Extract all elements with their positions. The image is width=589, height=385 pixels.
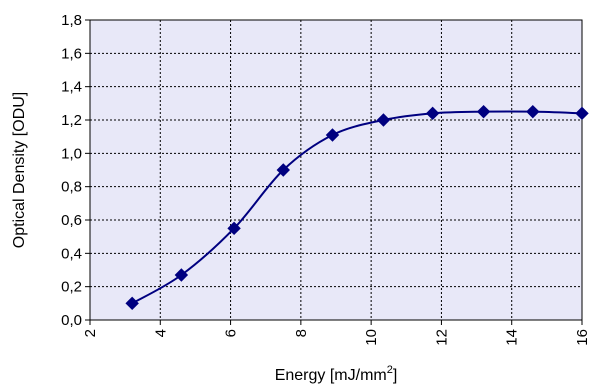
x-tick-label: 16 (574, 329, 589, 346)
y-tick-label: 0,4 (61, 245, 82, 262)
y-tick-label: 1,6 (61, 45, 82, 62)
x-tick-label: 14 (504, 329, 521, 346)
x-axis-title-main: Energy [mJ/mm (275, 367, 387, 384)
x-tick-label: 4 (152, 329, 169, 337)
x-tick-label: 2 (82, 329, 99, 337)
y-tick-label: 0,2 (61, 279, 82, 296)
x-tick-label: 10 (363, 329, 380, 346)
x-axis-title-end: ] (393, 367, 397, 384)
y-tick-label: 1,0 (61, 145, 82, 162)
y-tick-labels: 0,0 0,2 0,4 0,6 0,8 1,0 1,2 1,4 1,6 1,8 (61, 12, 82, 329)
x-tick-label: 12 (433, 329, 450, 346)
plot-area (90, 20, 582, 320)
y-tick-label: 1,4 (61, 79, 82, 96)
x-axis-title: Energy [mJ/mm2] (275, 364, 398, 384)
y-tick-label: 0,0 (61, 312, 82, 329)
y-tick-label: 0,8 (61, 179, 82, 196)
y-axis-title: Optical Density [ODU] (11, 92, 28, 248)
x-tick-label: 6 (223, 329, 240, 337)
y-tick-label: 1,2 (61, 112, 82, 129)
x-tick-labels: 2 4 6 8 10 12 14 16 (82, 329, 589, 346)
y-tick-label: 1,8 (61, 12, 82, 29)
y-tick-label: 0,6 (61, 212, 82, 229)
x-tick-label: 8 (293, 329, 310, 337)
